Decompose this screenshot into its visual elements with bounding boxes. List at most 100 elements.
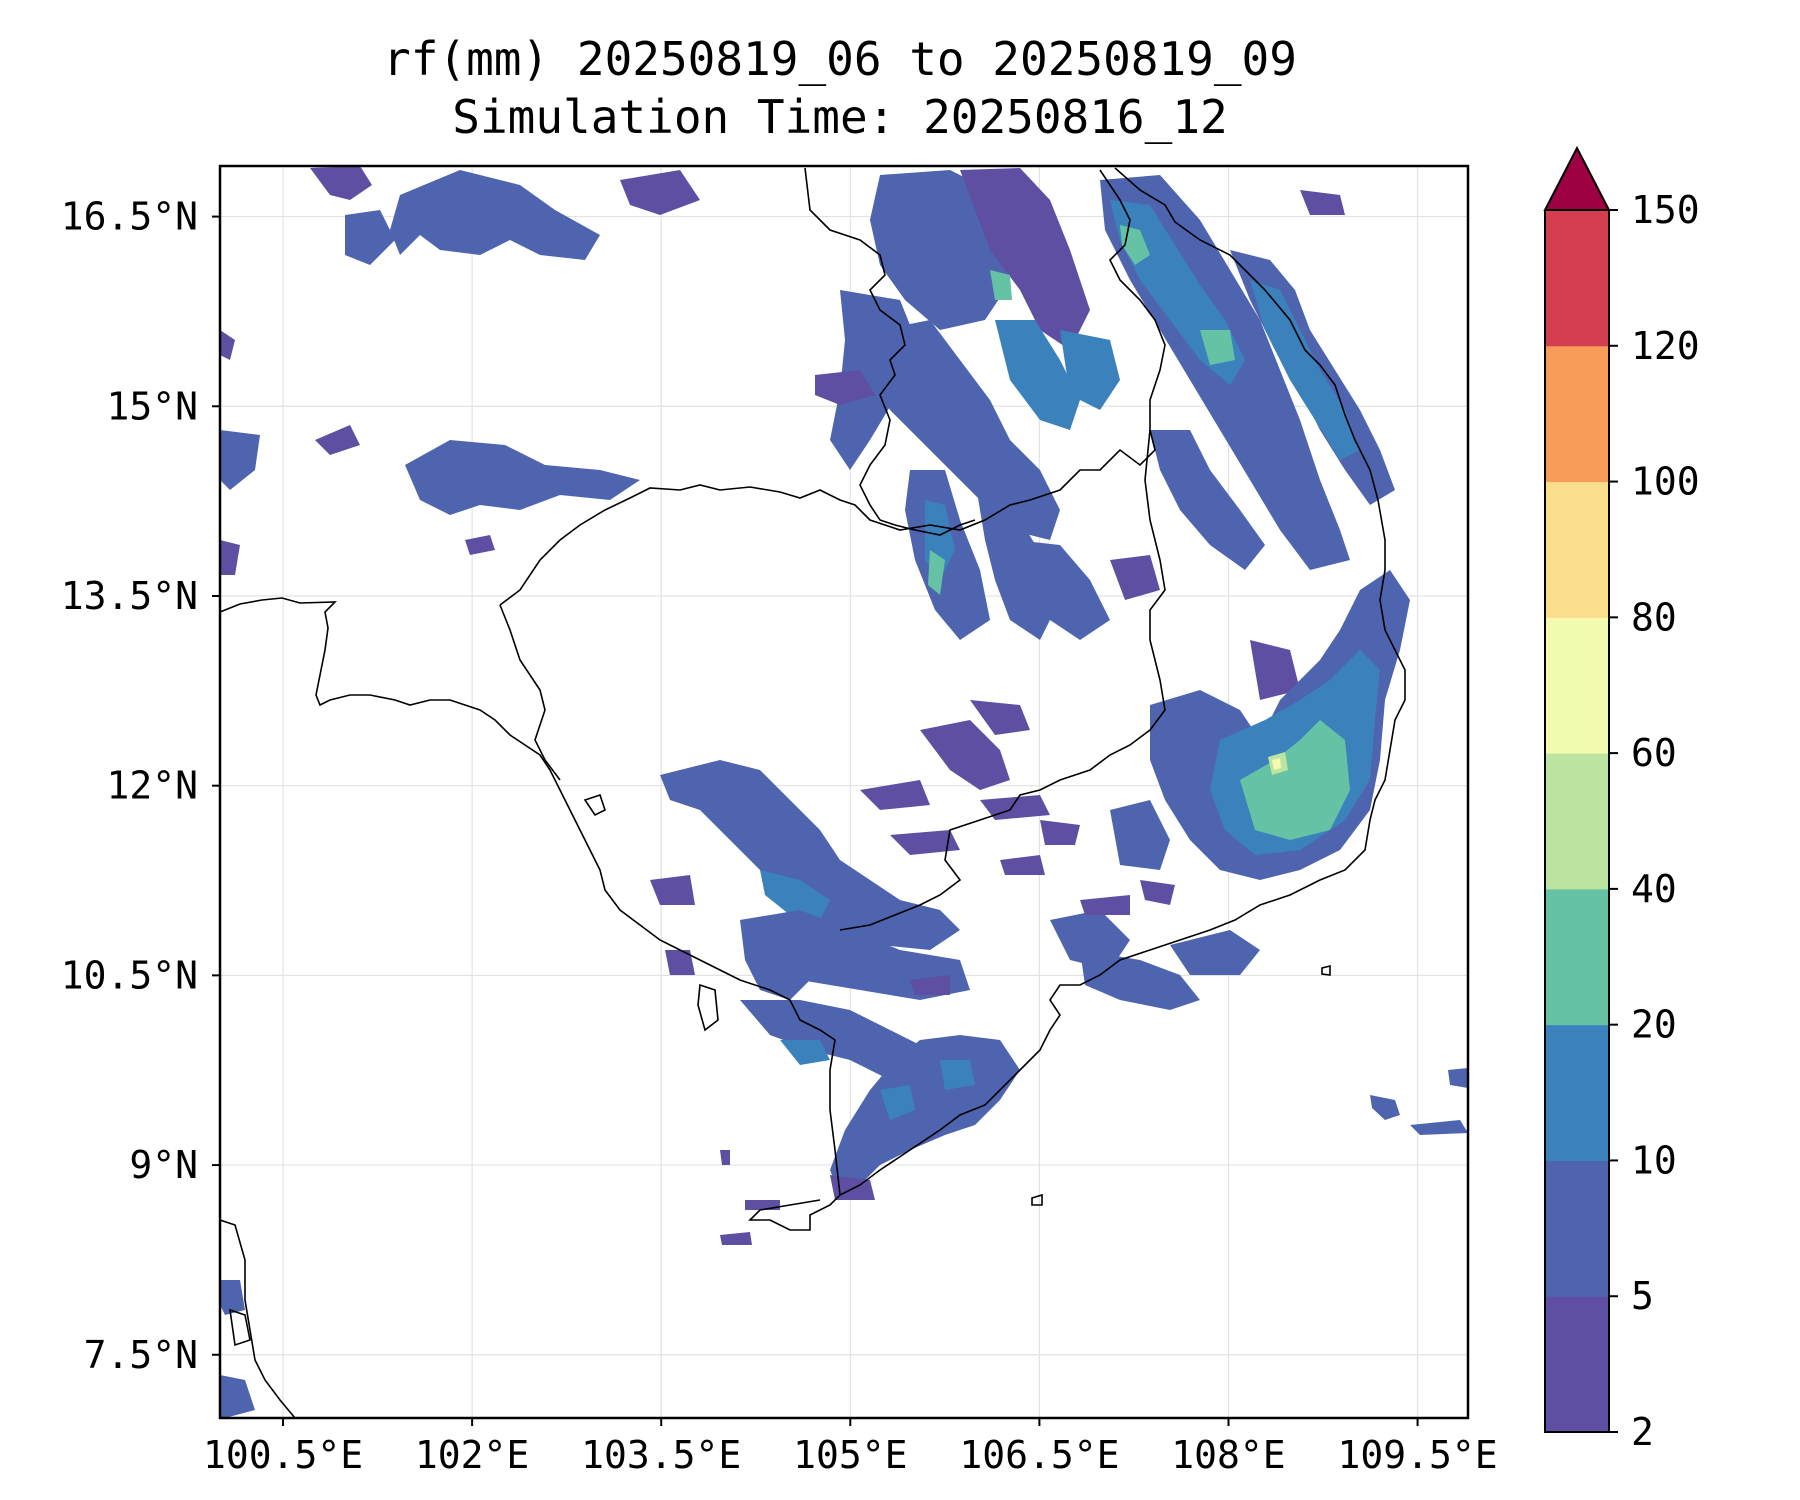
rain-area [1080,895,1130,915]
lat-tick-label: 9°N [129,1143,198,1187]
rain-area [720,1150,730,1165]
title-line-2: Simulation Time: 20250816_12 [452,90,1228,144]
rain-area [1140,880,1175,905]
coastlines-and-borders [220,167,1406,1418]
lon-tick-label: 100.5°E [203,1433,363,1477]
colorbar-outline [1544,210,1610,1433]
rain-area [345,210,395,265]
colorbar-segment [1545,753,1609,890]
rain-area [815,370,875,405]
latitude-ticks: 16.5°N 15°N 13.5°N 12°N 10.5°N 9°N 7.5°N [61,195,220,1377]
lat-tick-label: 10.5°N [61,953,198,997]
rain-area [860,780,930,810]
lat-tick-label: 16.5°N [61,195,198,239]
rain-area [220,540,240,575]
coastline-cambodia-thailand-gulf [220,597,841,1196]
rain-area [1250,640,1300,700]
rain-area [1240,720,1350,840]
lat-tick-label: 15°N [106,384,198,428]
lon-tick-label: 103.5°E [581,1433,741,1477]
colorbar-tick-label: 80 [1631,595,1677,639]
coastline-thai-peninsula [220,1219,296,1418]
colorbar-tick-label: 2 [1631,1410,1654,1454]
rain-area [1150,430,1265,570]
border-cambodia-west [499,604,561,781]
colorbar-segment [1545,888,1609,1026]
rain-area [390,170,600,260]
border-laos-thailand [804,167,976,536]
lon-tick-label: 102°E [415,1433,529,1477]
colorbar-segment [1545,617,1609,754]
island [1031,1193,1043,1206]
rain-area [745,1200,780,1210]
rain-area [1080,950,1200,1010]
rain-area [960,168,1090,350]
rain-area [910,975,950,995]
rain-area [720,1232,752,1245]
rain-area [990,270,1012,300]
rain-area [995,320,1080,430]
rain-area [1410,1120,1468,1135]
rain-area [780,1040,830,1065]
rain-area [1110,555,1160,600]
rain-area [760,870,830,920]
rain-area [315,425,360,455]
rain-area [1272,758,1281,770]
longitude-ticks: 100.5°E 102°E 103.5°E 105°E 106.5°E 108°E 109.… [203,1418,1498,1477]
rain-area [975,480,1060,640]
island [697,983,719,1032]
rain-area [1040,820,1080,845]
colorbar-tick-label: 20 [1631,1003,1677,1047]
border-laos-vietnam [1099,169,1166,430]
lon-tick-label: 105°E [793,1433,907,1477]
rain-area [880,1085,915,1120]
rain-area [465,535,495,555]
colorbar-tick-label: 60 [1631,731,1677,775]
lat-tick-label: 7.5°N [84,1333,198,1377]
rain-area [220,1375,255,1418]
rain-area [1448,1068,1468,1088]
rain-area [970,700,1030,735]
lon-tick-label: 109.5°E [1337,1433,1497,1477]
rain-area [1015,540,1110,640]
lon-tick-label: 106.5°E [959,1433,1119,1477]
rain-area [890,830,960,855]
rain-area [220,330,235,360]
rain-area [928,550,945,595]
colorbar-segment [1545,345,1609,483]
rain-area [1110,800,1170,870]
coastline-vietnam-east [748,167,1406,1231]
rain-area [1300,190,1345,215]
island [229,1308,251,1347]
colorbar-tick-label: 120 [1631,324,1700,368]
rain-area [220,430,260,490]
lat-tick-label: 12°N [106,764,198,808]
map-title: rf(mm) 20250819_06 to 20250819_09 Simula… [220,30,1460,146]
rain-area [740,910,970,1000]
island [583,793,606,817]
title-line-1: rf(mm) 20250819_06 to 20250819_09 [383,32,1297,86]
rain-area [1170,930,1260,975]
border-cambodia-north [499,429,1156,606]
rain-area [830,290,920,470]
rain-area [1200,330,1235,365]
colorbar-segment [1545,481,1609,618]
rain-area [870,320,1060,540]
colorbar-tick-label: 10 [1631,1138,1677,1182]
rain-area [310,166,372,200]
colorbar-tick-label: 150 [1631,188,1700,232]
rain-area [1060,330,1120,410]
rain-area [920,720,1010,790]
rain-area [1000,855,1045,875]
rain-area [665,950,695,975]
rain-area [1250,280,1360,460]
rain-area [220,1280,245,1315]
colorbar: 2 5 10 20 40 60 80 100 120 150 [1543,145,1700,1454]
rain-area [940,1060,975,1090]
lat-tick-label: 13.5°N [61,574,198,618]
rainfall-contours [220,166,1468,1418]
colorbar-tick-label: 5 [1631,1274,1654,1318]
colorbar-extend-arrow [1543,145,1611,211]
colorbar-segment [1545,210,1609,347]
